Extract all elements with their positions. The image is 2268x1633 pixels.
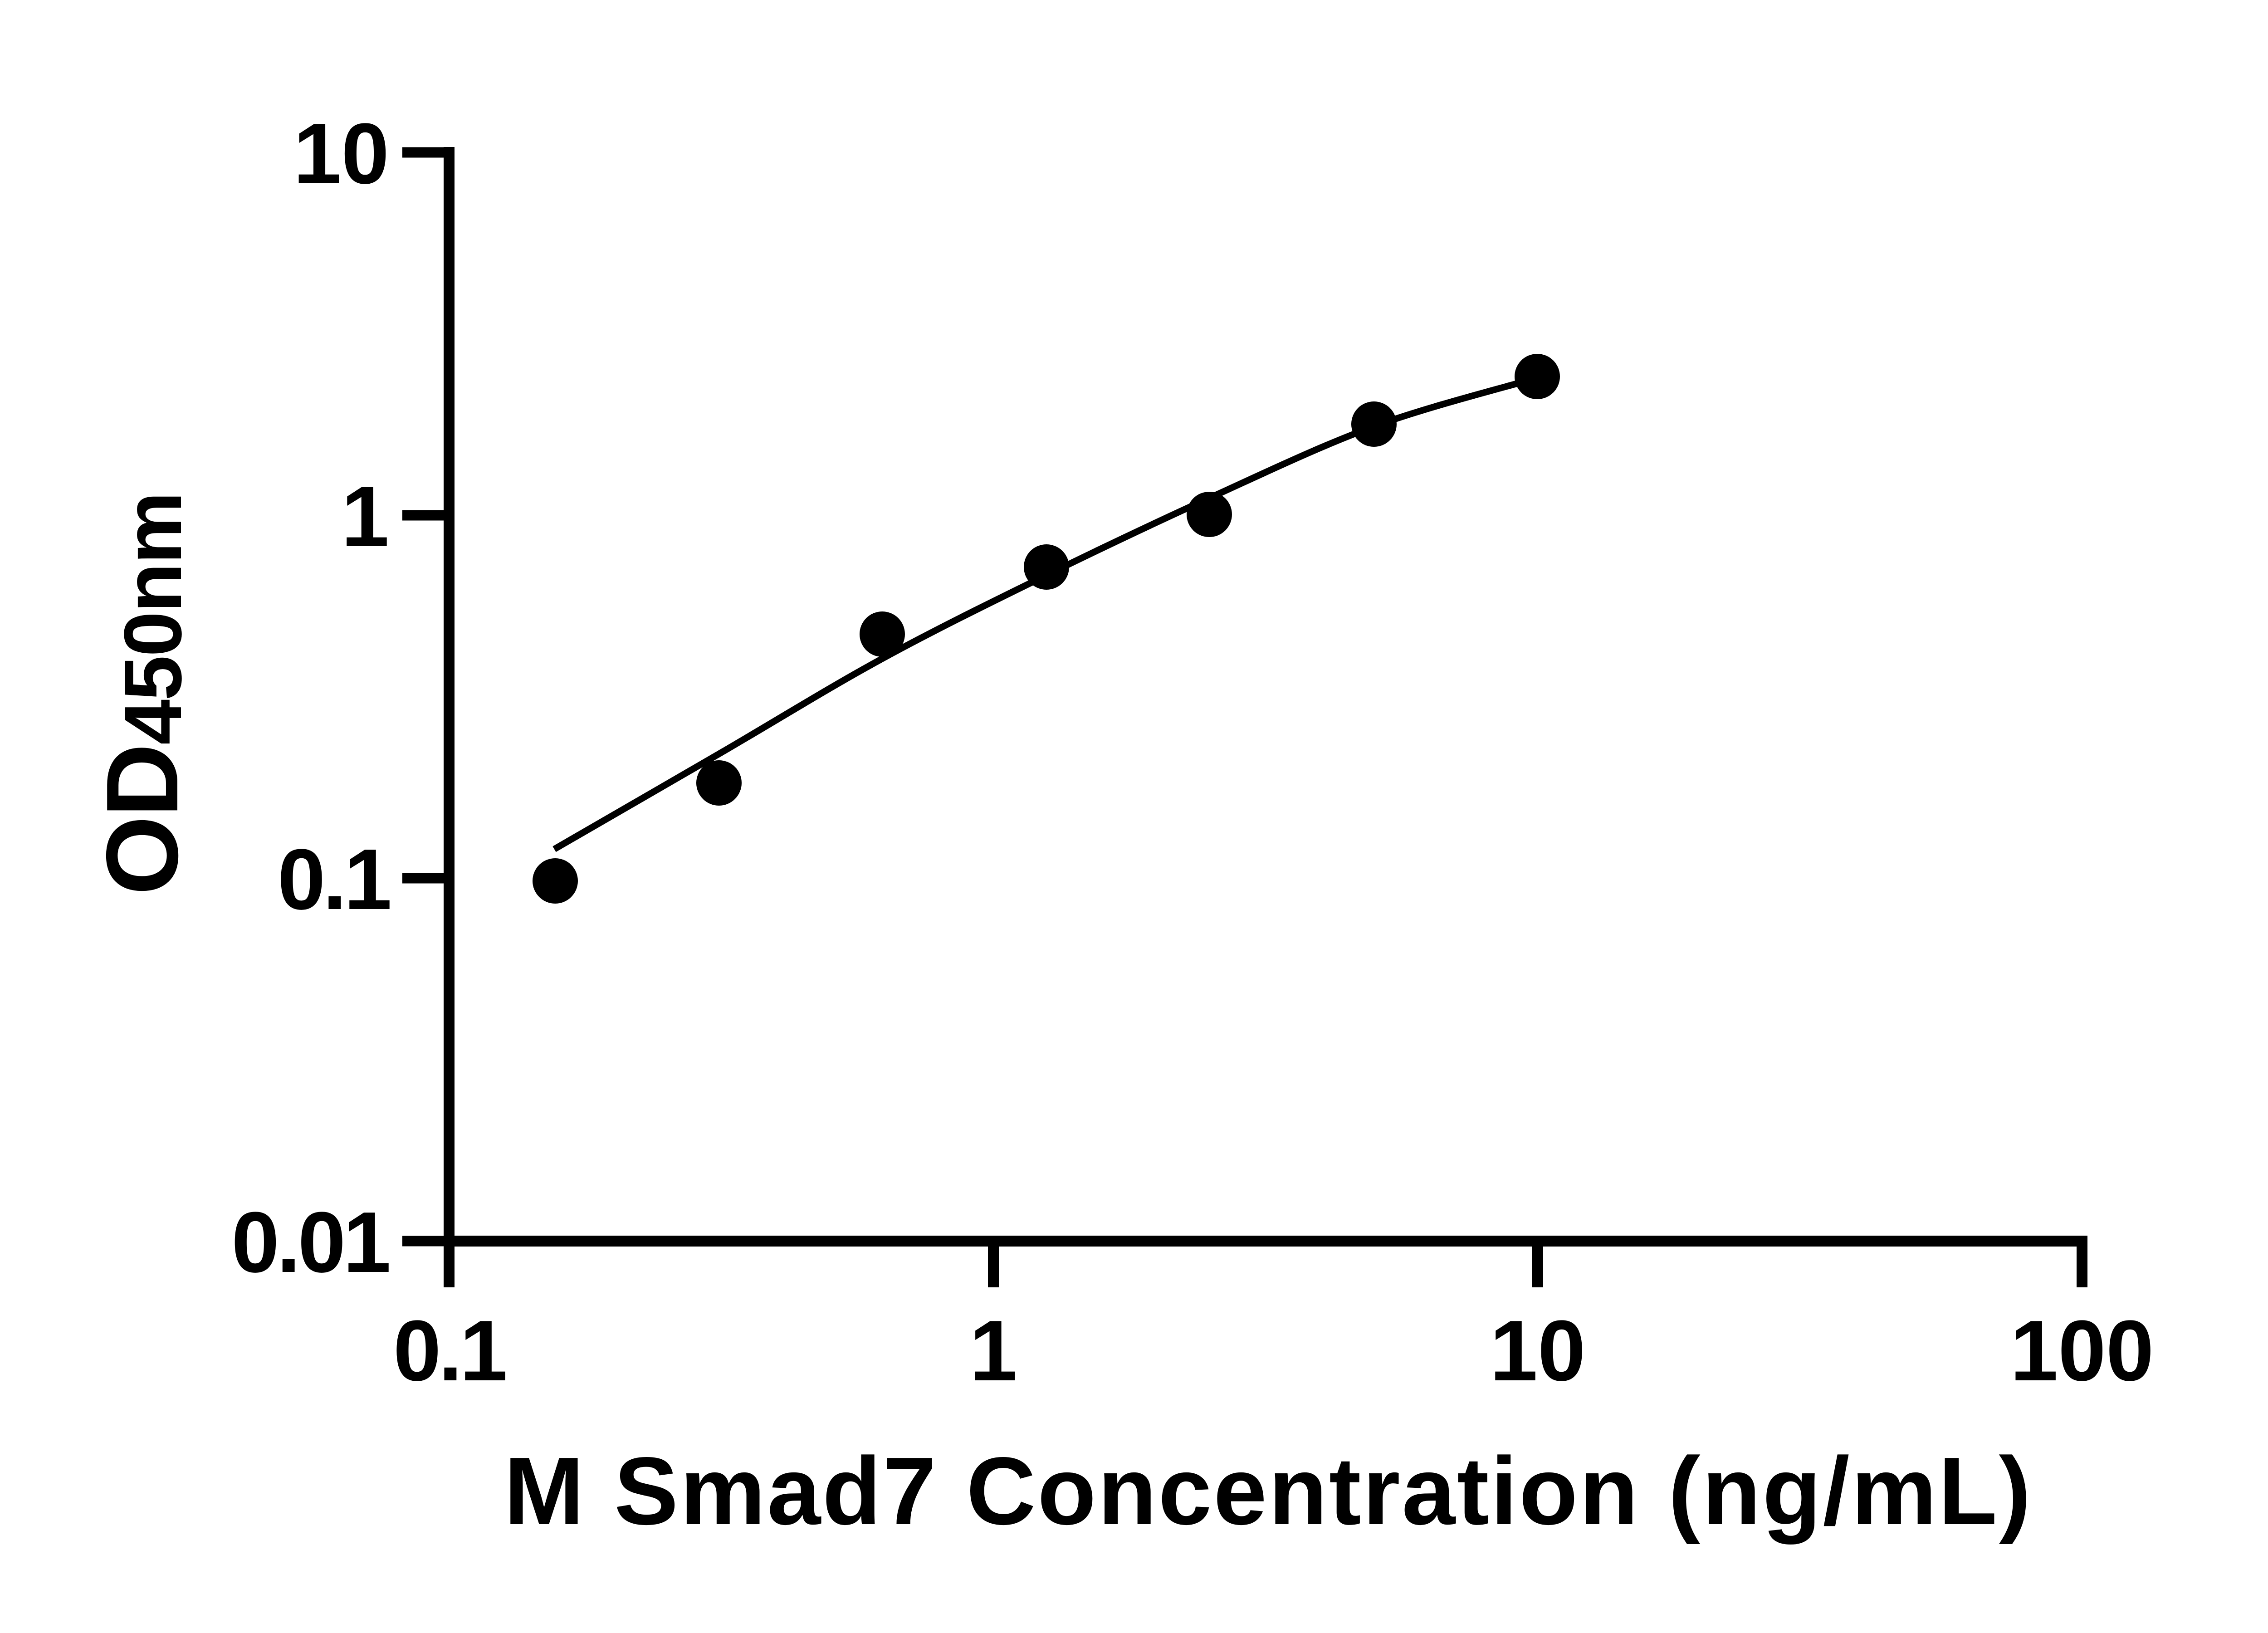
svg-text:10: 10: [1490, 1303, 1585, 1399]
svg-text:0.01: 0.01: [231, 1194, 389, 1291]
svg-text:1: 1: [969, 1303, 1017, 1399]
svg-text:10: 10: [293, 106, 389, 202]
svg-text:0.1: 0.1: [393, 1303, 505, 1399]
svg-text:100: 100: [2010, 1303, 2154, 1399]
svg-text:0.1: 0.1: [278, 831, 390, 928]
svg-text:1: 1: [341, 469, 389, 565]
svg-text:M Smad7 Concentration (ng/mL): M Smad7 Concentration (ng/mL): [504, 1437, 2033, 1545]
